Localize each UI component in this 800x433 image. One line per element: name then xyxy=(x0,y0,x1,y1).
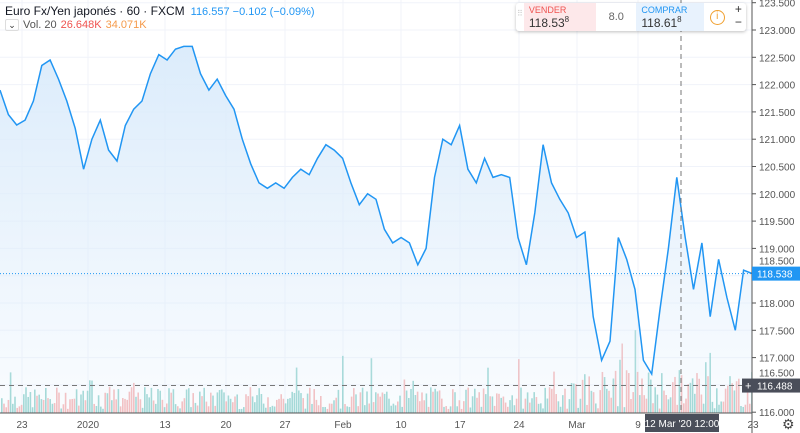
price-line xyxy=(0,45,753,377)
symbol-title[interactable]: Euro Fx/Yen japonés · 60 · FXCM xyxy=(5,4,185,18)
y-tick-label: 116.000 xyxy=(759,408,795,419)
y-tick-label: 118.000 xyxy=(759,299,795,310)
chevron-down-icon[interactable]: ⌄ xyxy=(5,19,19,31)
y-tick-label: 123.500 xyxy=(759,0,796,10)
gear-icon[interactable]: ⚙ xyxy=(782,416,795,432)
x-tick-label: 27 xyxy=(279,420,291,431)
y-tick-label: 118.500 xyxy=(759,257,795,268)
crosshair-time-label: 12 Mar '20 12:00 xyxy=(645,419,720,430)
y-tick-label: 117.000 xyxy=(759,354,795,365)
price-area xyxy=(0,46,752,414)
crosshair-time-badge xyxy=(645,414,719,432)
volume-value: 26.648K xyxy=(60,19,102,31)
y-tick-label: 117.500 xyxy=(759,326,795,337)
buy-price: 118.61 xyxy=(641,16,678,30)
spread: 8.0 xyxy=(608,11,624,23)
x-tick-label: 23 xyxy=(16,420,28,431)
y-tick-label: 119.500 xyxy=(759,217,795,228)
last-price-badge xyxy=(752,266,800,281)
last-price-label: 118.538 xyxy=(757,270,793,281)
x-tick-label: 2020 xyxy=(77,420,100,431)
y-tick-label: 122.000 xyxy=(759,81,796,92)
volume-legend: ⌄ Vol. 20 26.648K 34.071K xyxy=(5,19,147,31)
y-tick-label: 123.000 xyxy=(759,26,796,37)
y-tick-label: 121.500 xyxy=(759,108,796,119)
y-tick-label: 116.500 xyxy=(759,369,795,380)
y-tick-label: 119.000 xyxy=(759,244,795,255)
volume-label: Vol. 20 xyxy=(23,19,57,31)
y-tick-label: 120.500 xyxy=(759,163,796,174)
sell-price-pip: 8 xyxy=(564,15,570,24)
sell-label: VENDER xyxy=(528,5,567,15)
buy-label: COMPRAR xyxy=(641,5,688,15)
crosshair-price-label: 116.488 xyxy=(757,382,793,393)
volume-ma-value: 34.071K xyxy=(105,19,147,31)
x-tick-label: Feb xyxy=(334,420,352,431)
x-tick-label: 13 xyxy=(159,420,171,431)
x-tick-label: 9 xyxy=(635,420,641,431)
plus-button[interactable]: + xyxy=(734,2,742,16)
x-tick-label: 24 xyxy=(513,420,525,431)
y-tick-label: 121.000 xyxy=(759,135,796,146)
crosshair-plus-icon: + xyxy=(745,381,751,393)
x-tick-label: 23 xyxy=(747,420,759,431)
x-tick-label: 10 xyxy=(395,420,407,431)
buy-button[interactable]: COMPRAR 118.618 xyxy=(636,3,704,31)
sell-price: 118.53 xyxy=(528,16,565,30)
y-tick-label: 122.500 xyxy=(759,53,796,64)
crosshair-price-badge xyxy=(742,378,800,393)
chart-legend: Euro Fx/Yen japonés · 60 · FXCM 116.557 −… xyxy=(5,4,315,18)
price-axis xyxy=(752,0,800,433)
drag-handle-icon[interactable]: ⠿ xyxy=(517,9,523,18)
sell-button[interactable]: VENDER 118.538 xyxy=(523,3,597,31)
quote-change: 116.557 −0.102 (−0.09%) xyxy=(190,6,315,18)
x-tick-label: 20 xyxy=(220,420,232,431)
info-button[interactable]: i xyxy=(704,3,731,31)
info-icon: i xyxy=(709,9,725,25)
buy-sell-panel: ⠿ VENDER 118.538 8.0 COMPRAR 118.618 i +… xyxy=(516,3,746,31)
buy-price-pip: 8 xyxy=(677,15,682,24)
x-tick-label: Mar xyxy=(568,420,586,431)
minus-button[interactable]: − xyxy=(734,15,742,29)
y-tick-label: 120.000 xyxy=(759,190,796,201)
x-tick-label: 17 xyxy=(454,420,466,431)
